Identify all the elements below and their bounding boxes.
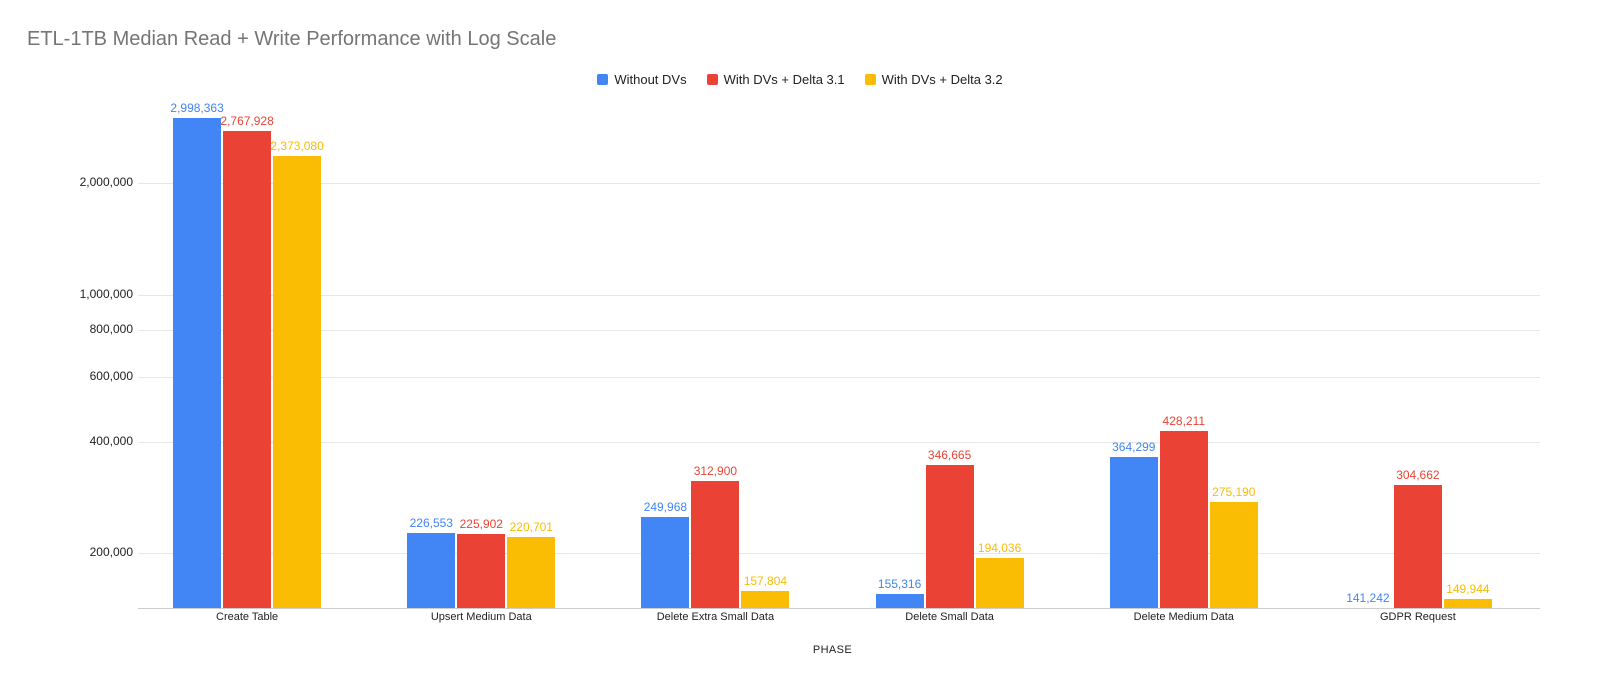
legend-label: With DVs + Delta 3.1 — [723, 72, 845, 87]
bar-value-label: 2,767,928 — [220, 113, 274, 128]
bar-value-label: 275,190 — [1212, 484, 1256, 499]
bar-value-label: 149,944 — [1446, 582, 1490, 597]
bar-value-label: 157,804 — [743, 574, 788, 589]
bar-value-label: 304,662 — [1396, 468, 1440, 483]
chart-title: ETL-1TB Median Read + Write Performance … — [27, 28, 557, 50]
x-category-label: GDPR Request — [1379, 611, 1456, 623]
bar[interactable] — [691, 481, 740, 608]
bar-value-label: 364,299 — [1112, 439, 1156, 454]
gridline — [138, 183, 1540, 185]
bar-value-label: 312,900 — [693, 464, 738, 479]
bar[interactable] — [741, 591, 790, 608]
bar[interactable] — [875, 593, 924, 608]
y-axis-tick-label: 600,000 — [89, 368, 133, 383]
bar[interactable] — [407, 533, 456, 608]
y-axis-tick-label: 2,000,000 — [79, 175, 133, 190]
legend-swatch-icon — [864, 74, 876, 85]
legend-label: Without DVs — [614, 72, 687, 87]
bar-value-label: 2,998,363 — [170, 101, 224, 115]
y-axis-tick-label: 800,000 — [89, 322, 133, 337]
bar[interactable] — [1443, 599, 1492, 608]
bar-value-label: 225,902 — [459, 516, 503, 531]
chart-legend: Without DVs With DVs + Delta 3.1 With DVs … — [0, 72, 1600, 87]
y-axis-tick-label: 400,000 — [89, 433, 133, 448]
bar[interactable] — [173, 118, 222, 608]
bar[interactable] — [223, 130, 272, 608]
bar-value-label: 346,665 — [927, 447, 972, 462]
gridline — [138, 441, 1540, 443]
x-category-label: Delete Small Data — [905, 611, 994, 623]
x-axis-baseline — [138, 608, 1540, 609]
bar[interactable] — [1109, 456, 1158, 608]
gridline — [138, 330, 1540, 332]
x-category-label: Delete Extra Small Data — [656, 611, 775, 623]
gridline — [138, 294, 1540, 296]
bar[interactable] — [457, 533, 506, 608]
bar[interactable] — [507, 537, 556, 608]
bar[interactable] — [1393, 485, 1442, 608]
x-category-label: Delete Medium Data — [1133, 611, 1234, 623]
x-axis-title: PHASE — [812, 644, 853, 656]
x-category-label: Create Table — [216, 611, 279, 623]
y-axis-tick-label: 1,000,000 — [79, 286, 133, 301]
bar[interactable] — [1209, 501, 1258, 608]
bar-value-label: 249,968 — [643, 500, 688, 515]
gridline — [138, 376, 1540, 378]
bar-value-label: 155,316 — [877, 576, 922, 591]
bar[interactable] — [975, 557, 1024, 608]
bar-value-label: 220,701 — [509, 520, 553, 535]
bar-value-label: 226,553 — [409, 516, 453, 530]
legend-item[interactable]: With DVs + Delta 3.1 — [706, 72, 845, 87]
y-axis-tick-label: 200,000 — [89, 545, 133, 560]
legend-item[interactable]: Without DVs — [597, 72, 687, 87]
legend-label: With DVs + Delta 3.2 — [881, 72, 1003, 87]
x-category-label: Upsert Medium Data — [430, 611, 532, 623]
gridline — [138, 553, 1540, 555]
bar-value-label: 141,242 — [1346, 591, 1390, 605]
bar-value-label: 2,373,080 — [270, 138, 324, 153]
bar[interactable] — [641, 517, 690, 608]
legend-swatch-icon — [597, 74, 609, 85]
bar-value-label: 428,211 — [1162, 413, 1206, 428]
legend-item[interactable]: With DVs + Delta 3.2 — [864, 72, 1003, 87]
bar[interactable] — [1159, 430, 1208, 608]
bar-value-label: 194,036 — [977, 540, 1022, 555]
legend-swatch-icon — [706, 74, 718, 85]
bar[interactable] — [273, 155, 322, 608]
bar[interactable] — [925, 464, 974, 608]
